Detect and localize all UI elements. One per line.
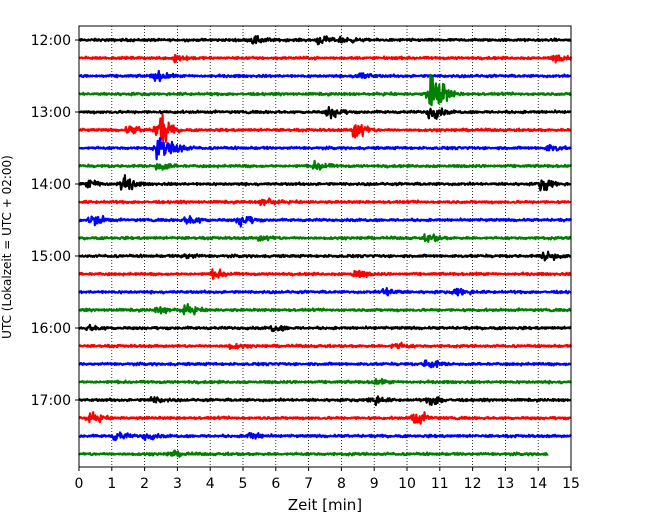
x-tick-label-9: 9 bbox=[370, 476, 379, 492]
x-axis-label: Zeit [min] bbox=[288, 496, 362, 514]
x-tick-label-4: 4 bbox=[206, 476, 215, 492]
trace-13:00 bbox=[78, 106, 572, 120]
x-tick-label-15: 15 bbox=[562, 476, 580, 492]
x-tick-label-14: 14 bbox=[529, 476, 547, 492]
trace-16:30 bbox=[78, 359, 572, 369]
trace-17:15 bbox=[78, 411, 572, 425]
x-tick-label-10: 10 bbox=[398, 476, 416, 492]
trace-12:30 bbox=[78, 69, 572, 83]
trace-12:00 bbox=[78, 34, 572, 46]
trace-12:45 bbox=[78, 73, 573, 107]
x-tick-label-12: 12 bbox=[464, 476, 482, 492]
x-tick-label-2: 2 bbox=[140, 476, 149, 492]
x-tick-label-8: 8 bbox=[337, 476, 346, 492]
y-axis-ticks: 12:00 13:00 14:00 15:00 16:00 17:00 bbox=[31, 33, 79, 409]
trace-15:00 bbox=[78, 250, 572, 262]
trace-13:45 bbox=[78, 159, 573, 171]
x-tick-label-7: 7 bbox=[304, 476, 313, 492]
trace-16:00 bbox=[77, 323, 572, 333]
y-tick-label-13:00: 13:00 bbox=[31, 105, 71, 121]
trace-15:15 bbox=[78, 268, 572, 280]
trace-12:15 bbox=[78, 53, 573, 64]
trace-14:15 bbox=[77, 197, 572, 207]
x-tick-label-11: 11 bbox=[431, 476, 449, 492]
trace-13:30 bbox=[78, 137, 572, 161]
trace-13:15 bbox=[78, 113, 572, 143]
trace-14:45 bbox=[77, 233, 572, 243]
y-tick-label-16:00: 16:00 bbox=[31, 321, 71, 337]
trace-15:30 bbox=[78, 286, 572, 297]
trace-17:30 bbox=[78, 431, 572, 442]
trace-group bbox=[77, 34, 573, 458]
trace-15:45 bbox=[78, 303, 572, 316]
x-axis-ticks: 0 1 2 3 4 5 6 7 8 9 10 11 12 13 14 15 bbox=[75, 467, 580, 492]
trace-14:00 bbox=[78, 174, 572, 192]
trace-16:15 bbox=[78, 341, 573, 350]
y-tick-label-12:00: 12:00 bbox=[31, 33, 71, 49]
plot-frame bbox=[78, 25, 572, 468]
x-tick-label-13: 13 bbox=[496, 476, 514, 492]
trace-14:30 bbox=[78, 214, 573, 228]
y-tick-label-17:00: 17:00 bbox=[31, 393, 71, 409]
x-tick-label-5: 5 bbox=[239, 476, 248, 492]
trace-16:45 bbox=[78, 377, 572, 385]
x-tick-label-6: 6 bbox=[271, 476, 280, 492]
x-tick-label-1: 1 bbox=[107, 476, 116, 492]
y-tick-label-15:00: 15:00 bbox=[31, 249, 71, 265]
y-axis-label: UTC (Lokalzeit = UTC + 02:00) bbox=[0, 155, 14, 339]
x-tick-label-0: 0 bbox=[75, 476, 84, 492]
trace-17:45 bbox=[77, 449, 549, 458]
x-tick-label-3: 3 bbox=[173, 476, 182, 492]
trace-17:00 bbox=[77, 395, 572, 407]
y-tick-label-14:00: 14:00 bbox=[31, 177, 71, 193]
